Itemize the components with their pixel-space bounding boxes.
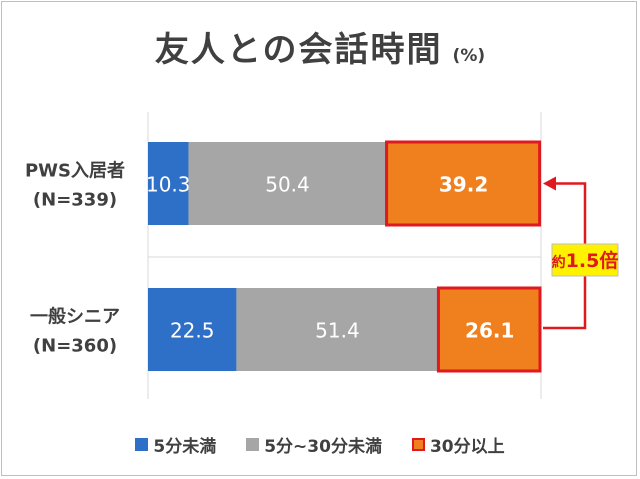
arrowhead [543,176,556,191]
legend-item-under-5min: 5分未満 [135,432,216,457]
chart-title-unit: (%) [452,46,486,66]
legend: 5分未満 5分~30分未満 30分以上 [0,432,640,457]
bar-segment [236,288,439,371]
legend-swatch-gray [246,438,260,451]
legend-label: 5分未満 [153,437,217,457]
data-label: 50.4 [265,173,310,197]
data-label: 10.3 [146,173,191,197]
category-sample-size: (N=339) [33,190,117,211]
category-label: PWS入居者 [25,161,125,182]
chart-title: 友人との会話時間 (%) [0,22,640,71]
bar-segment [148,142,189,225]
bar-segment [148,288,237,371]
data-label: 51.4 [315,319,360,343]
data-label: 26.1 [465,319,514,343]
legend-swatch-blue [135,438,149,451]
data-label: 22.5 [170,319,215,343]
category-sample-size: (N=360) [33,336,117,357]
data-label: 39.2 [439,173,488,197]
legend-swatch-orange [411,438,425,451]
legend-label: 30分以上 [429,437,505,457]
highlight-border [385,140,542,227]
callout-prefix: 約 [552,254,566,271]
bar-segment [438,288,541,371]
legend-item-over-30min: 30分以上 [411,432,505,457]
callout-box [551,243,619,277]
legend-item-5-to-30min: 5分~30分未満 [246,432,382,457]
bar-segment [188,142,387,225]
callout-value: 1.5倍 [566,249,619,272]
category-label: 一般シニア [30,306,120,328]
legend-label: 5分~30分未満 [264,437,382,457]
callout-text: 約1.5倍 [552,249,619,272]
chart-title-text: 友人との会話時間 [154,30,443,70]
highlight-border [436,286,542,373]
bar-segment [386,142,541,225]
